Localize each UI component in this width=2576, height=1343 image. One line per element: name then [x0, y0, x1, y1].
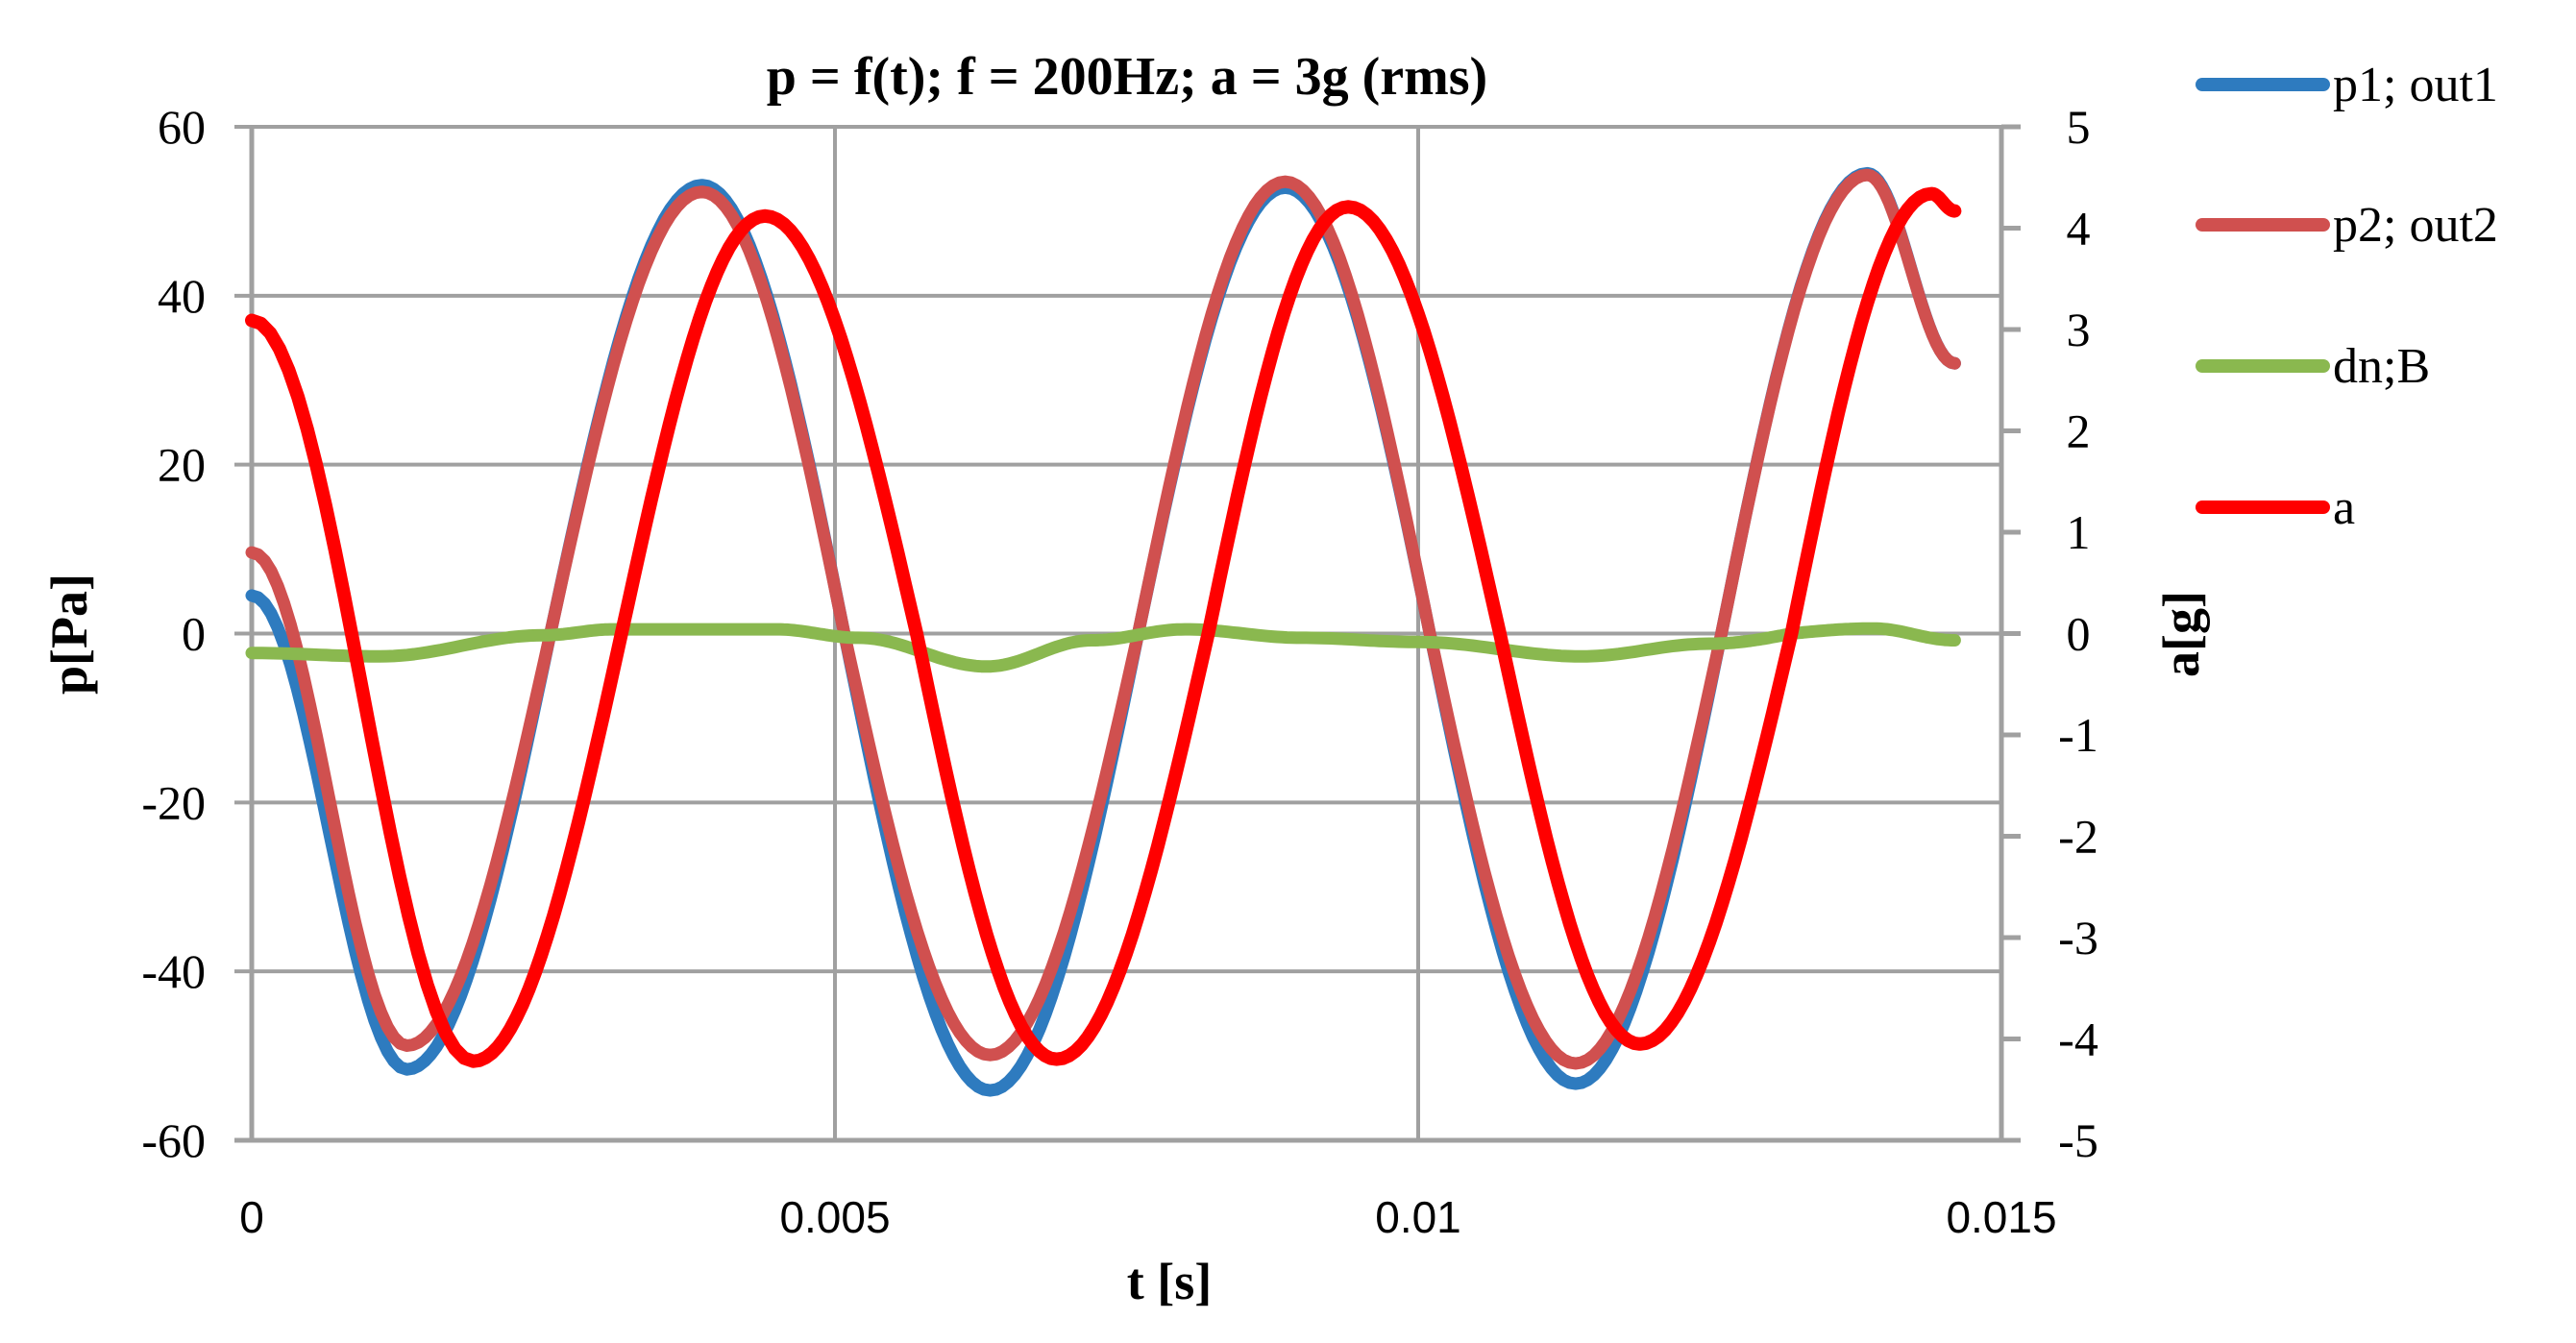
- y-tick-label-right: -4: [2058, 1013, 2098, 1066]
- x-tick-label: 0.01: [1375, 1192, 1461, 1242]
- y-tick-label-right: 2: [2067, 404, 2091, 458]
- y-tick-label-left: 20: [158, 438, 206, 492]
- x-tick-label: 0.015: [1946, 1192, 2056, 1242]
- series-line-dn-b: [245, 622, 1961, 673]
- tick-labels: 60 40 20 0 -20 -40 -60 0 0.005 0.01 0.015 5 4 3 2 1 0 -1 -…: [141, 100, 2098, 1242]
- legend: p1; out1 p2; out2 dn;B a: [2196, 58, 2498, 535]
- y-tick-label-left: 0: [182, 607, 206, 661]
- legend-label: p2; out2: [2333, 198, 2498, 253]
- legend-item-a: a: [2196, 480, 2355, 535]
- y-tick-label-right: -2: [2058, 810, 2098, 864]
- x-tick-label: 0.005: [779, 1192, 890, 1242]
- y-tick-label-left: -20: [141, 775, 206, 829]
- y-tick-label-left: -40: [141, 944, 206, 998]
- y-tick-label-right: -5: [2058, 1113, 2098, 1167]
- legend-item-dnb: dn;B: [2196, 339, 2430, 394]
- legend-item-p2: p2; out2: [2196, 198, 2498, 253]
- y-tick-label-right: 5: [2067, 100, 2091, 154]
- axes: [234, 124, 2021, 1143]
- series-line-p2-out2: [245, 168, 1961, 1070]
- legend-label: a: [2333, 480, 2355, 535]
- x-tick-label: 0: [239, 1192, 264, 1242]
- x-axis-title: t [s]: [1127, 1253, 1212, 1310]
- y-tick-label-right: 0: [2067, 607, 2091, 661]
- y-tick-label-left: 60: [158, 100, 206, 154]
- series-line-a: [245, 186, 1962, 1068]
- y-axis-title-left: p[Pa]: [40, 574, 98, 695]
- y-tick-label-right: -3: [2058, 911, 2098, 965]
- y-tick-label-left: -60: [141, 1113, 206, 1167]
- legend-item-p1: p1; out1: [2196, 58, 2498, 112]
- y-tick-label-right: -1: [2058, 708, 2098, 762]
- series-lines: [245, 166, 1962, 1097]
- y-tick-label-right: 1: [2067, 505, 2091, 559]
- legend-label: dn;B: [2333, 339, 2430, 394]
- y-axis-title-right: a[g]: [2152, 591, 2210, 677]
- y-tick-label-right: 4: [2067, 202, 2091, 256]
- legend-label: p1; out1: [2333, 58, 2498, 112]
- chart-title: p = f(t); f = 200Hz; a = 3g (rms): [767, 47, 1487, 107]
- y-tick-label-left: 40: [158, 269, 206, 323]
- y-tick-label-right: 3: [2067, 303, 2091, 356]
